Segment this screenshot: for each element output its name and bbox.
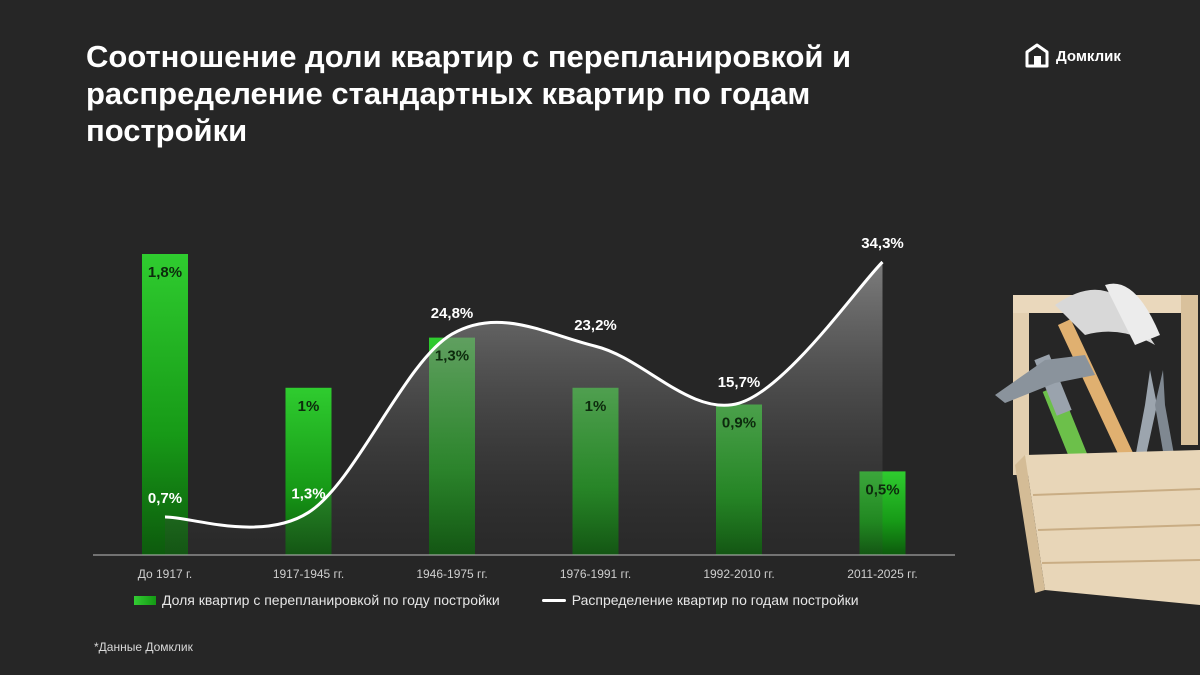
line-value-label: 34,3% (861, 235, 904, 252)
distribution-line (164, 260, 884, 529)
toolbox-with-tools-icon (995, 283, 1200, 605)
x-tick-label: 1992-2010 гг. (703, 567, 774, 581)
x-tick-label: 1917-1945 гг. (273, 567, 344, 581)
x-tick-label: 1946-1975 гг. (416, 567, 487, 581)
distribution-area (165, 262, 883, 555)
brand-logo: Домклик (1024, 43, 1121, 69)
bar-1 (142, 254, 188, 555)
x-tick-label: До 1917 г. (138, 567, 193, 581)
line-value-label: 1,3% (291, 485, 325, 502)
bar-value-label: 1,8% (148, 264, 182, 281)
bar-value-label: 0,5% (865, 481, 899, 498)
bar-value-label: 0,9% (722, 415, 756, 432)
bar-value-label: 1% (298, 398, 320, 415)
legend-swatch-line (541, 598, 566, 602)
house-logo-icon (1025, 43, 1049, 68)
x-tick-label: 2011-2025 гг. (847, 567, 917, 581)
line-value-label: 24,8% (431, 305, 474, 322)
bar-value-label: 1% (585, 398, 607, 415)
legend-swatch-bars (134, 595, 156, 605)
legend-item-bars: Доля квартир с перепланировкой по году п… (134, 592, 500, 608)
x-tick-label: 1976-1991 гг. (560, 567, 631, 581)
legend-item-line: Распределение квартир по годам постройки (541, 592, 859, 608)
line-value-label: 23,2% (574, 317, 617, 334)
line-value-label: 0,7% (148, 490, 182, 507)
bar-value-label: 1,3% (435, 348, 469, 365)
legend-label-bars: Доля квартир с перепланировкой по году п… (162, 592, 500, 608)
legend: Доля квартир с перепланировкой по году п… (134, 592, 901, 608)
brand-name: Домклик (1056, 47, 1121, 65)
source-note: *Данные Домклик (94, 640, 193, 654)
chart-title: Соотношение доли квартир с перепланировк… (86, 39, 852, 148)
line-value-label: 15,7% (718, 374, 761, 391)
legend-label-line: Распределение квартир по годам постройки (571, 592, 859, 608)
